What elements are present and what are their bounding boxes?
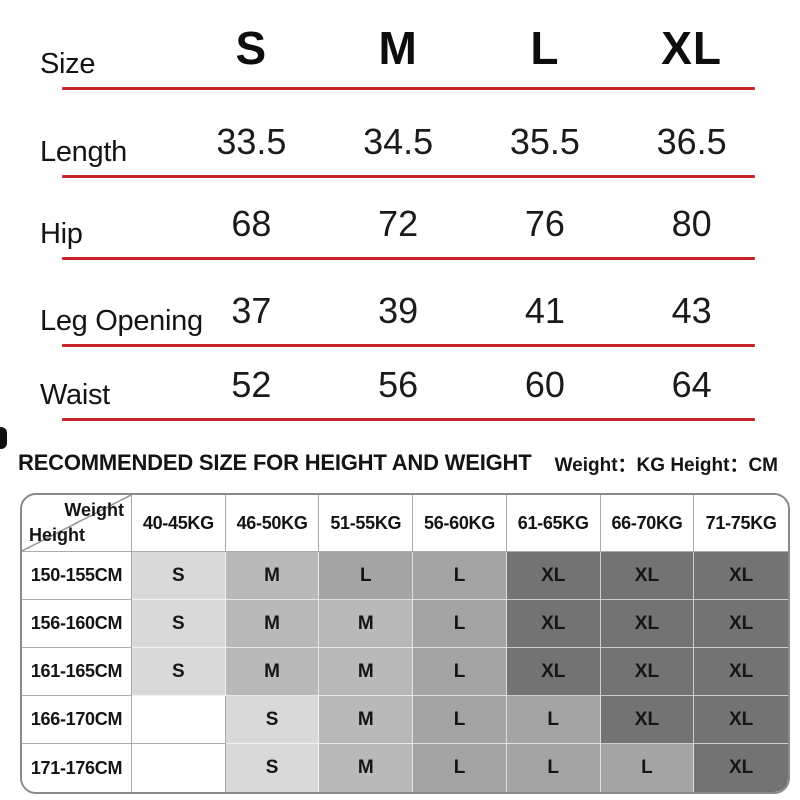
size-cell: XL <box>694 648 788 696</box>
leg-opening-value-m: 39 <box>378 290 419 331</box>
size-cell-empty <box>132 744 226 792</box>
measurement-table: Size S M L XL Length 33.5 34.5 35.5 36.5… <box>40 18 765 421</box>
size-cell: S <box>225 696 320 744</box>
size-cell: S <box>132 552 226 600</box>
size-cell: M <box>319 744 414 792</box>
hip-value-l: 76 <box>524 203 565 244</box>
size-cell: XL <box>600 696 695 744</box>
waist-value-s: 52 <box>231 364 272 405</box>
size-cell: S <box>132 648 226 696</box>
size-cell-empty <box>132 696 226 744</box>
size-cell: XL <box>600 600 695 648</box>
weight-header-cell: 56-60KG <box>413 495 507 552</box>
size-cell: XL <box>694 552 788 600</box>
size-header-xl: XL <box>661 22 723 74</box>
size-header-l: L <box>530 22 560 74</box>
weight-header-cell: 71-75KG <box>694 495 788 552</box>
row-label-length: Length <box>40 136 127 168</box>
length-value-xl: 36.5 <box>656 121 727 162</box>
measurement-row-leg-opening: Leg Opening 37 39 41 43 <box>40 260 765 347</box>
size-cell: XL <box>506 648 601 696</box>
measurement-row-hip: Hip 68 72 76 80 <box>40 178 765 260</box>
size-cell: L <box>413 552 507 600</box>
size-cell: M <box>319 696 414 744</box>
size-cell: XL <box>600 552 695 600</box>
size-cell: L <box>413 600 507 648</box>
red-underline <box>62 257 755 260</box>
height-label-cell: 166-170CM <box>22 696 132 744</box>
weight-header-cell: 51-55KG <box>319 495 414 552</box>
hip-value-m: 72 <box>378 203 419 244</box>
length-value-l: 35.5 <box>509 121 580 162</box>
size-cell: L <box>600 744 695 792</box>
height-label-cell: 171-176CM <box>22 744 132 792</box>
size-cell: L <box>413 648 507 696</box>
size-cell: XL <box>694 600 788 648</box>
weight-header-cell: 66-70KG <box>600 495 695 552</box>
recommendation-table: Weight Height 40-45KG 46-50KG 51-55KG 56-60… <box>20 493 790 794</box>
size-cell: M <box>319 648 414 696</box>
size-header-s: S <box>235 22 268 74</box>
left-edge-artifact <box>0 427 7 449</box>
size-cell: M <box>225 648 320 696</box>
size-cell: L <box>319 552 414 600</box>
recommendation-section: RECOMMENDED SIZE FOR HEIGHT AND WEIGHT W… <box>0 445 800 794</box>
measurement-row-size: Size S M L XL <box>40 18 765 90</box>
recommendation-header: RECOMMENDED SIZE FOR HEIGHT AND WEIGHT W… <box>18 445 790 481</box>
size-cell: M <box>225 600 320 648</box>
size-cell: S <box>132 600 226 648</box>
size-cell: XL <box>694 744 788 792</box>
height-label-cell: 150-155CM <box>22 552 132 600</box>
leg-opening-value-xl: 43 <box>671 290 712 331</box>
size-cell: L <box>506 744 601 792</box>
size-cell: L <box>413 696 507 744</box>
red-underline <box>62 175 755 178</box>
corner-weight-label: Weight <box>64 500 124 520</box>
corner-cell: Weight Height <box>22 495 132 552</box>
waist-value-m: 56 <box>378 364 419 405</box>
units-note: Weight：KG Height：CM <box>554 454 778 476</box>
size-cell: L <box>506 696 601 744</box>
red-underline <box>62 344 755 347</box>
size-cell: XL <box>694 696 788 744</box>
row-label-waist: Waist <box>40 379 110 411</box>
size-cell: XL <box>506 600 601 648</box>
measurement-row-waist: Waist 52 56 60 64 <box>40 347 765 421</box>
red-underline <box>62 87 755 90</box>
size-cell: M <box>225 552 320 600</box>
height-label-cell: 156-160CM <box>22 600 132 648</box>
weight-header-cell: 40-45KG <box>132 495 226 552</box>
recommendation-title: RECOMMENDED SIZE FOR HEIGHT AND WEIGHT <box>18 450 532 475</box>
size-cell: S <box>225 744 320 792</box>
leg-opening-value-l: 41 <box>524 290 565 331</box>
size-cell: L <box>413 744 507 792</box>
size-cell: M <box>319 600 414 648</box>
red-underline <box>62 418 755 421</box>
measurement-row-length: Length 33.5 34.5 35.5 36.5 <box>40 90 765 178</box>
row-label-hip: Hip <box>40 218 83 250</box>
waist-value-xl: 64 <box>671 364 712 405</box>
leg-opening-value-s: 37 <box>231 290 272 331</box>
corner-height-label: Height <box>29 525 85 545</box>
hip-value-s: 68 <box>231 203 272 244</box>
size-cell: XL <box>506 552 601 600</box>
row-label-leg-opening: Leg Opening <box>40 305 203 337</box>
height-label-cell: 161-165CM <box>22 648 132 696</box>
weight-header-cell: 61-65KG <box>506 495 601 552</box>
hip-value-xl: 80 <box>671 203 712 244</box>
weight-header-cell: 46-50KG <box>225 495 320 552</box>
row-label-size: Size <box>40 48 96 80</box>
size-header-m: M <box>378 22 418 74</box>
size-cell: XL <box>600 648 695 696</box>
length-value-s: 33.5 <box>216 121 287 162</box>
length-value-m: 34.5 <box>363 121 434 162</box>
waist-value-l: 60 <box>524 364 565 405</box>
